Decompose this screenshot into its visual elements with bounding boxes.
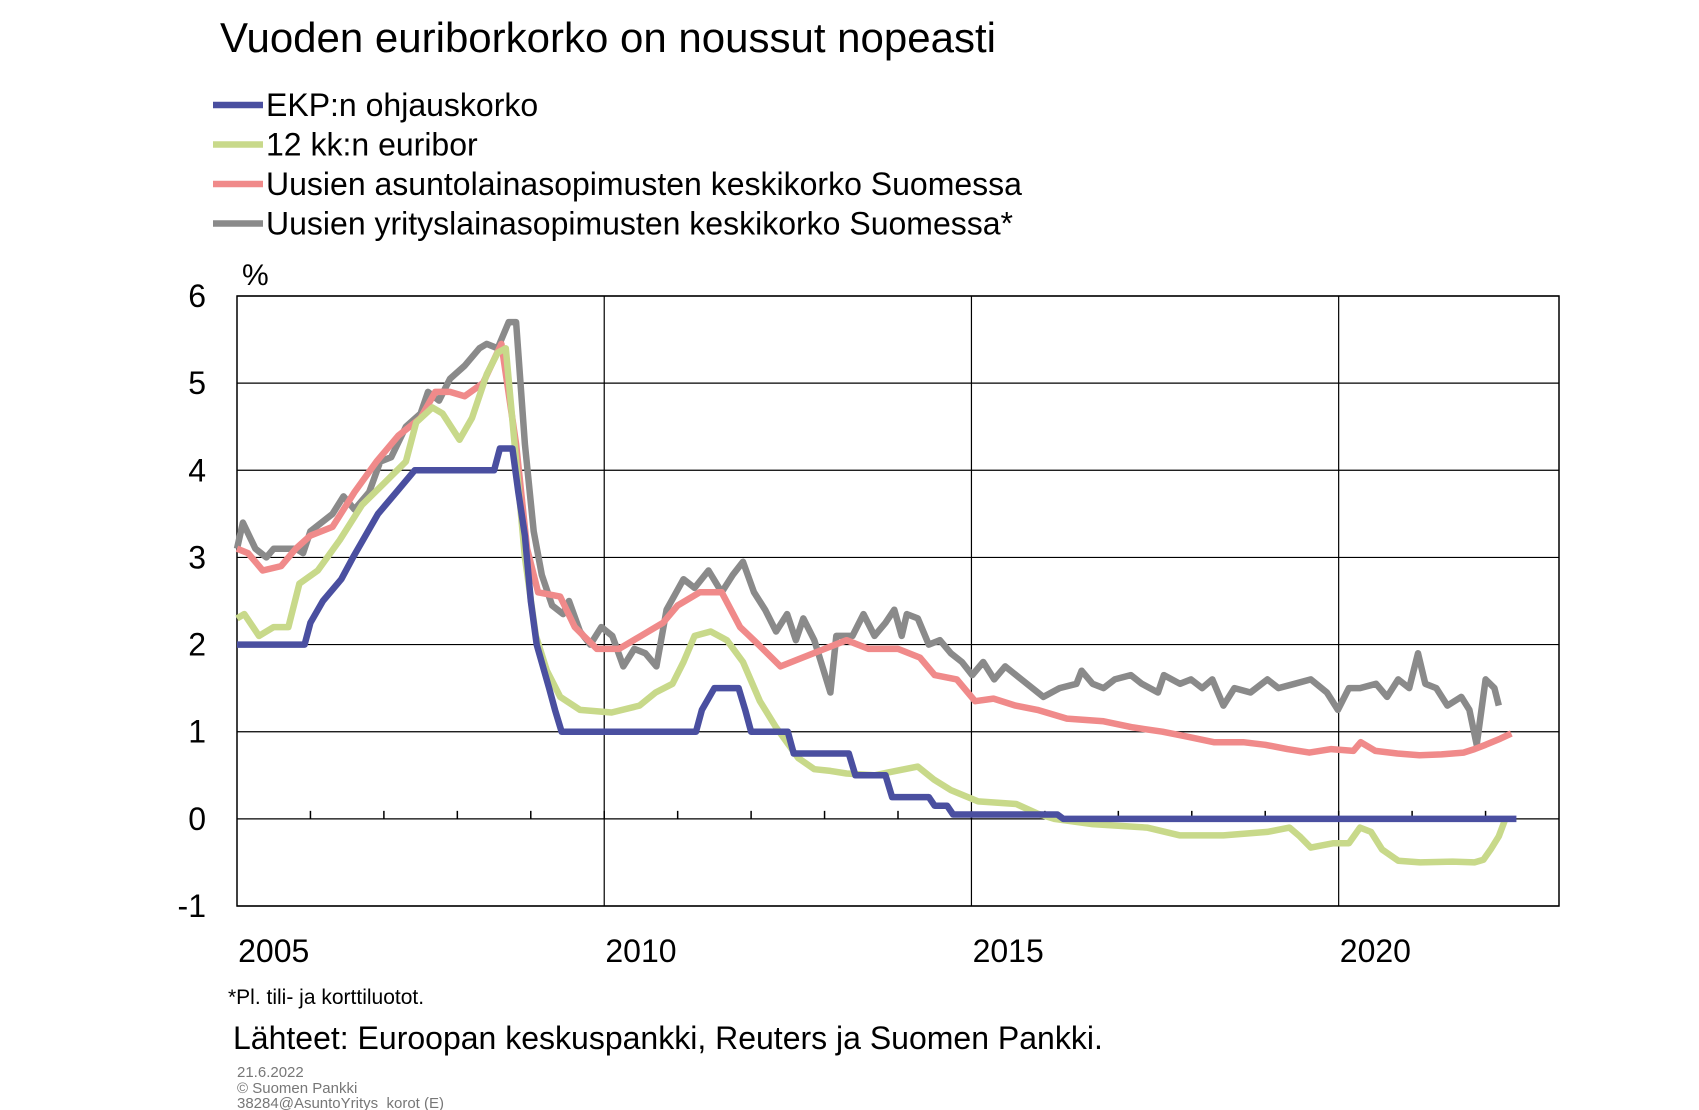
copyright: © Suomen Pankki: [237, 1080, 357, 1097]
legend-label: EKP:n ohjauskorko: [266, 87, 538, 123]
series-line: [235, 340, 1513, 759]
source: Lähteet: Euroopan keskuspankki, Reuters …: [233, 1020, 1103, 1056]
y-tick-label: 2: [188, 627, 206, 663]
x-tick-label: 2010: [605, 933, 676, 969]
date: 21.6.2022: [237, 1064, 304, 1081]
y-tick-label: 3: [188, 539, 206, 575]
y-unit-label: %: [242, 259, 269, 292]
series-line: [237, 445, 1517, 823]
legend-label: Uusien yrityslainasopimusten keskikorko …: [266, 206, 1013, 242]
x-tick-label: 2020: [1340, 933, 1411, 969]
legend-label: Uusien asuntolainasopimusten keskikorko …: [266, 166, 1022, 202]
y-tick-label: 5: [188, 365, 206, 401]
legend-label: 12 kk:n euribor: [266, 127, 478, 163]
code: 38284@AsuntoYritys_korot (E): [237, 1095, 444, 1110]
footnote: *Pl. tili- ja korttiluotot.: [228, 986, 424, 1009]
chart-title: Vuoden euriborkorko on noussut nopeasti: [220, 14, 996, 61]
series-line: [235, 345, 1509, 866]
x-tick-label: 2015: [973, 933, 1044, 969]
x-tick-label: 2005: [238, 933, 309, 969]
y-tick-label: 6: [188, 278, 206, 314]
y-tick-label: 1: [188, 714, 206, 750]
y-tick-label: 4: [188, 452, 206, 488]
y-tick-label: 0: [188, 801, 206, 837]
plot-frame: [236, 295, 1560, 907]
y-tick-label: -1: [178, 888, 206, 924]
series-line: [233, 318, 1502, 749]
